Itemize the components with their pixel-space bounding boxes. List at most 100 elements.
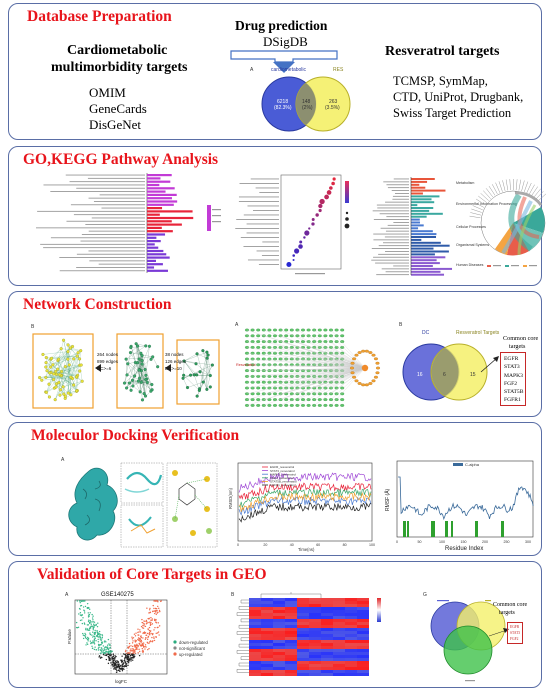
kegg-class-label	[378, 253, 409, 255]
heatmap-cell	[261, 625, 273, 628]
core-target-venn	[402, 343, 488, 401]
heatmap-cell	[321, 598, 333, 601]
core-gene-egfr: EGFR	[504, 356, 519, 362]
heatmap-cell	[297, 628, 309, 631]
volcano-point	[88, 629, 91, 631]
volcano-point	[91, 621, 93, 623]
volcano-point	[101, 633, 103, 636]
heatmap-cell	[297, 613, 309, 616]
target-node	[272, 357, 278, 361]
heatmap-cell	[309, 613, 321, 616]
heatmap-cell	[249, 610, 261, 613]
heatmap-cell	[297, 664, 309, 667]
network-edge	[330, 329, 366, 369]
net2-nodes-label: 38 nodes	[165, 352, 184, 357]
volcano-point	[112, 661, 114, 663]
heatmap-cell	[249, 673, 261, 676]
volcano-point	[143, 631, 146, 634]
network-edge	[330, 367, 366, 406]
chord-term-tick	[498, 181, 503, 192]
network-edge	[314, 364, 366, 369]
network-edge	[136, 343, 142, 371]
volcano-point	[143, 632, 146, 635]
kegg-category-organismal: Organismal Systems	[456, 243, 490, 247]
heatmap-cell	[309, 652, 321, 655]
target-node	[312, 392, 317, 396]
kegg-class-label	[379, 213, 409, 215]
heatmap-cell	[321, 631, 333, 634]
heatmap-cell	[249, 655, 261, 658]
kegg-class-bar	[411, 262, 440, 265]
volcano-point	[125, 649, 127, 652]
heatmap-cell	[345, 661, 357, 664]
kegg-term-label	[238, 201, 279, 202]
network-edge	[263, 367, 366, 389]
volcano-point	[109, 658, 111, 660]
heatmap-cell	[273, 622, 285, 625]
volcano-point	[120, 660, 123, 662]
network-node	[129, 346, 133, 350]
heatmap-cell	[321, 646, 333, 649]
network-edge	[314, 341, 366, 369]
heatmap-cell	[261, 670, 273, 673]
volcano-point	[93, 648, 96, 651]
volcano-point	[124, 665, 126, 667]
heatmap-cell	[345, 649, 357, 652]
network-node	[57, 357, 61, 361]
volcano-point	[93, 621, 96, 623]
heatmap-cell	[285, 670, 297, 673]
ppi-network-filter-diagram	[32, 333, 220, 409]
kegg-term-label	[252, 210, 279, 211]
volcano-point	[129, 649, 131, 652]
chord-term-tick	[537, 193, 547, 202]
target-node	[261, 380, 266, 384]
volcano-point	[88, 619, 90, 621]
volcano-point	[140, 641, 142, 643]
volcano-point	[138, 631, 140, 633]
heatmap-cell	[273, 631, 285, 634]
network-node	[72, 357, 76, 361]
network-node	[44, 390, 48, 394]
target-node	[250, 403, 255, 407]
volcano-point	[98, 644, 100, 647]
network-edge	[280, 347, 366, 369]
core-targets-heading-2: targets	[509, 343, 526, 350]
expression-heatmap	[236, 592, 381, 676]
network-edge	[134, 360, 143, 377]
target-node	[250, 334, 255, 338]
heatmap-cell	[285, 604, 297, 607]
kegg-class-bar	[411, 224, 424, 227]
volcano-point	[114, 662, 117, 664]
network-node	[49, 365, 53, 369]
network-edge	[202, 350, 211, 376]
rmsd-legend-label: FGFR1_resveratrol	[270, 483, 296, 487]
volcano-point	[93, 636, 96, 638]
geo-core-heading-1: Common core	[493, 602, 528, 608]
rmsd-legend-label: FGF2_resveratrol	[270, 476, 294, 480]
kegg-dot	[311, 218, 315, 221]
heatmap-cell	[273, 658, 285, 661]
kegg-dot	[324, 194, 329, 200]
venn-left-value: 6218	[277, 99, 289, 105]
volcano-point	[134, 641, 137, 643]
network-edge	[132, 385, 141, 392]
volcano-point	[151, 640, 154, 643]
go-bar	[147, 210, 193, 213]
network-edge	[314, 367, 366, 400]
network-node	[76, 351, 80, 355]
volcano-point	[141, 621, 143, 624]
heatmap-cell	[285, 631, 297, 634]
heatmap-cell	[309, 634, 321, 637]
target-node	[328, 403, 334, 407]
network-node	[45, 369, 49, 373]
volcano-point	[84, 637, 87, 639]
volcano-point	[150, 619, 152, 621]
heatmap-cell	[321, 619, 333, 622]
network-edge	[45, 362, 58, 370]
kegg-class-bar	[411, 204, 418, 207]
network-edge	[45, 358, 52, 378]
volcano-point	[92, 627, 95, 630]
heatmap-cell	[357, 670, 369, 673]
kegg-class-bar	[411, 189, 446, 192]
network-node	[80, 379, 84, 383]
